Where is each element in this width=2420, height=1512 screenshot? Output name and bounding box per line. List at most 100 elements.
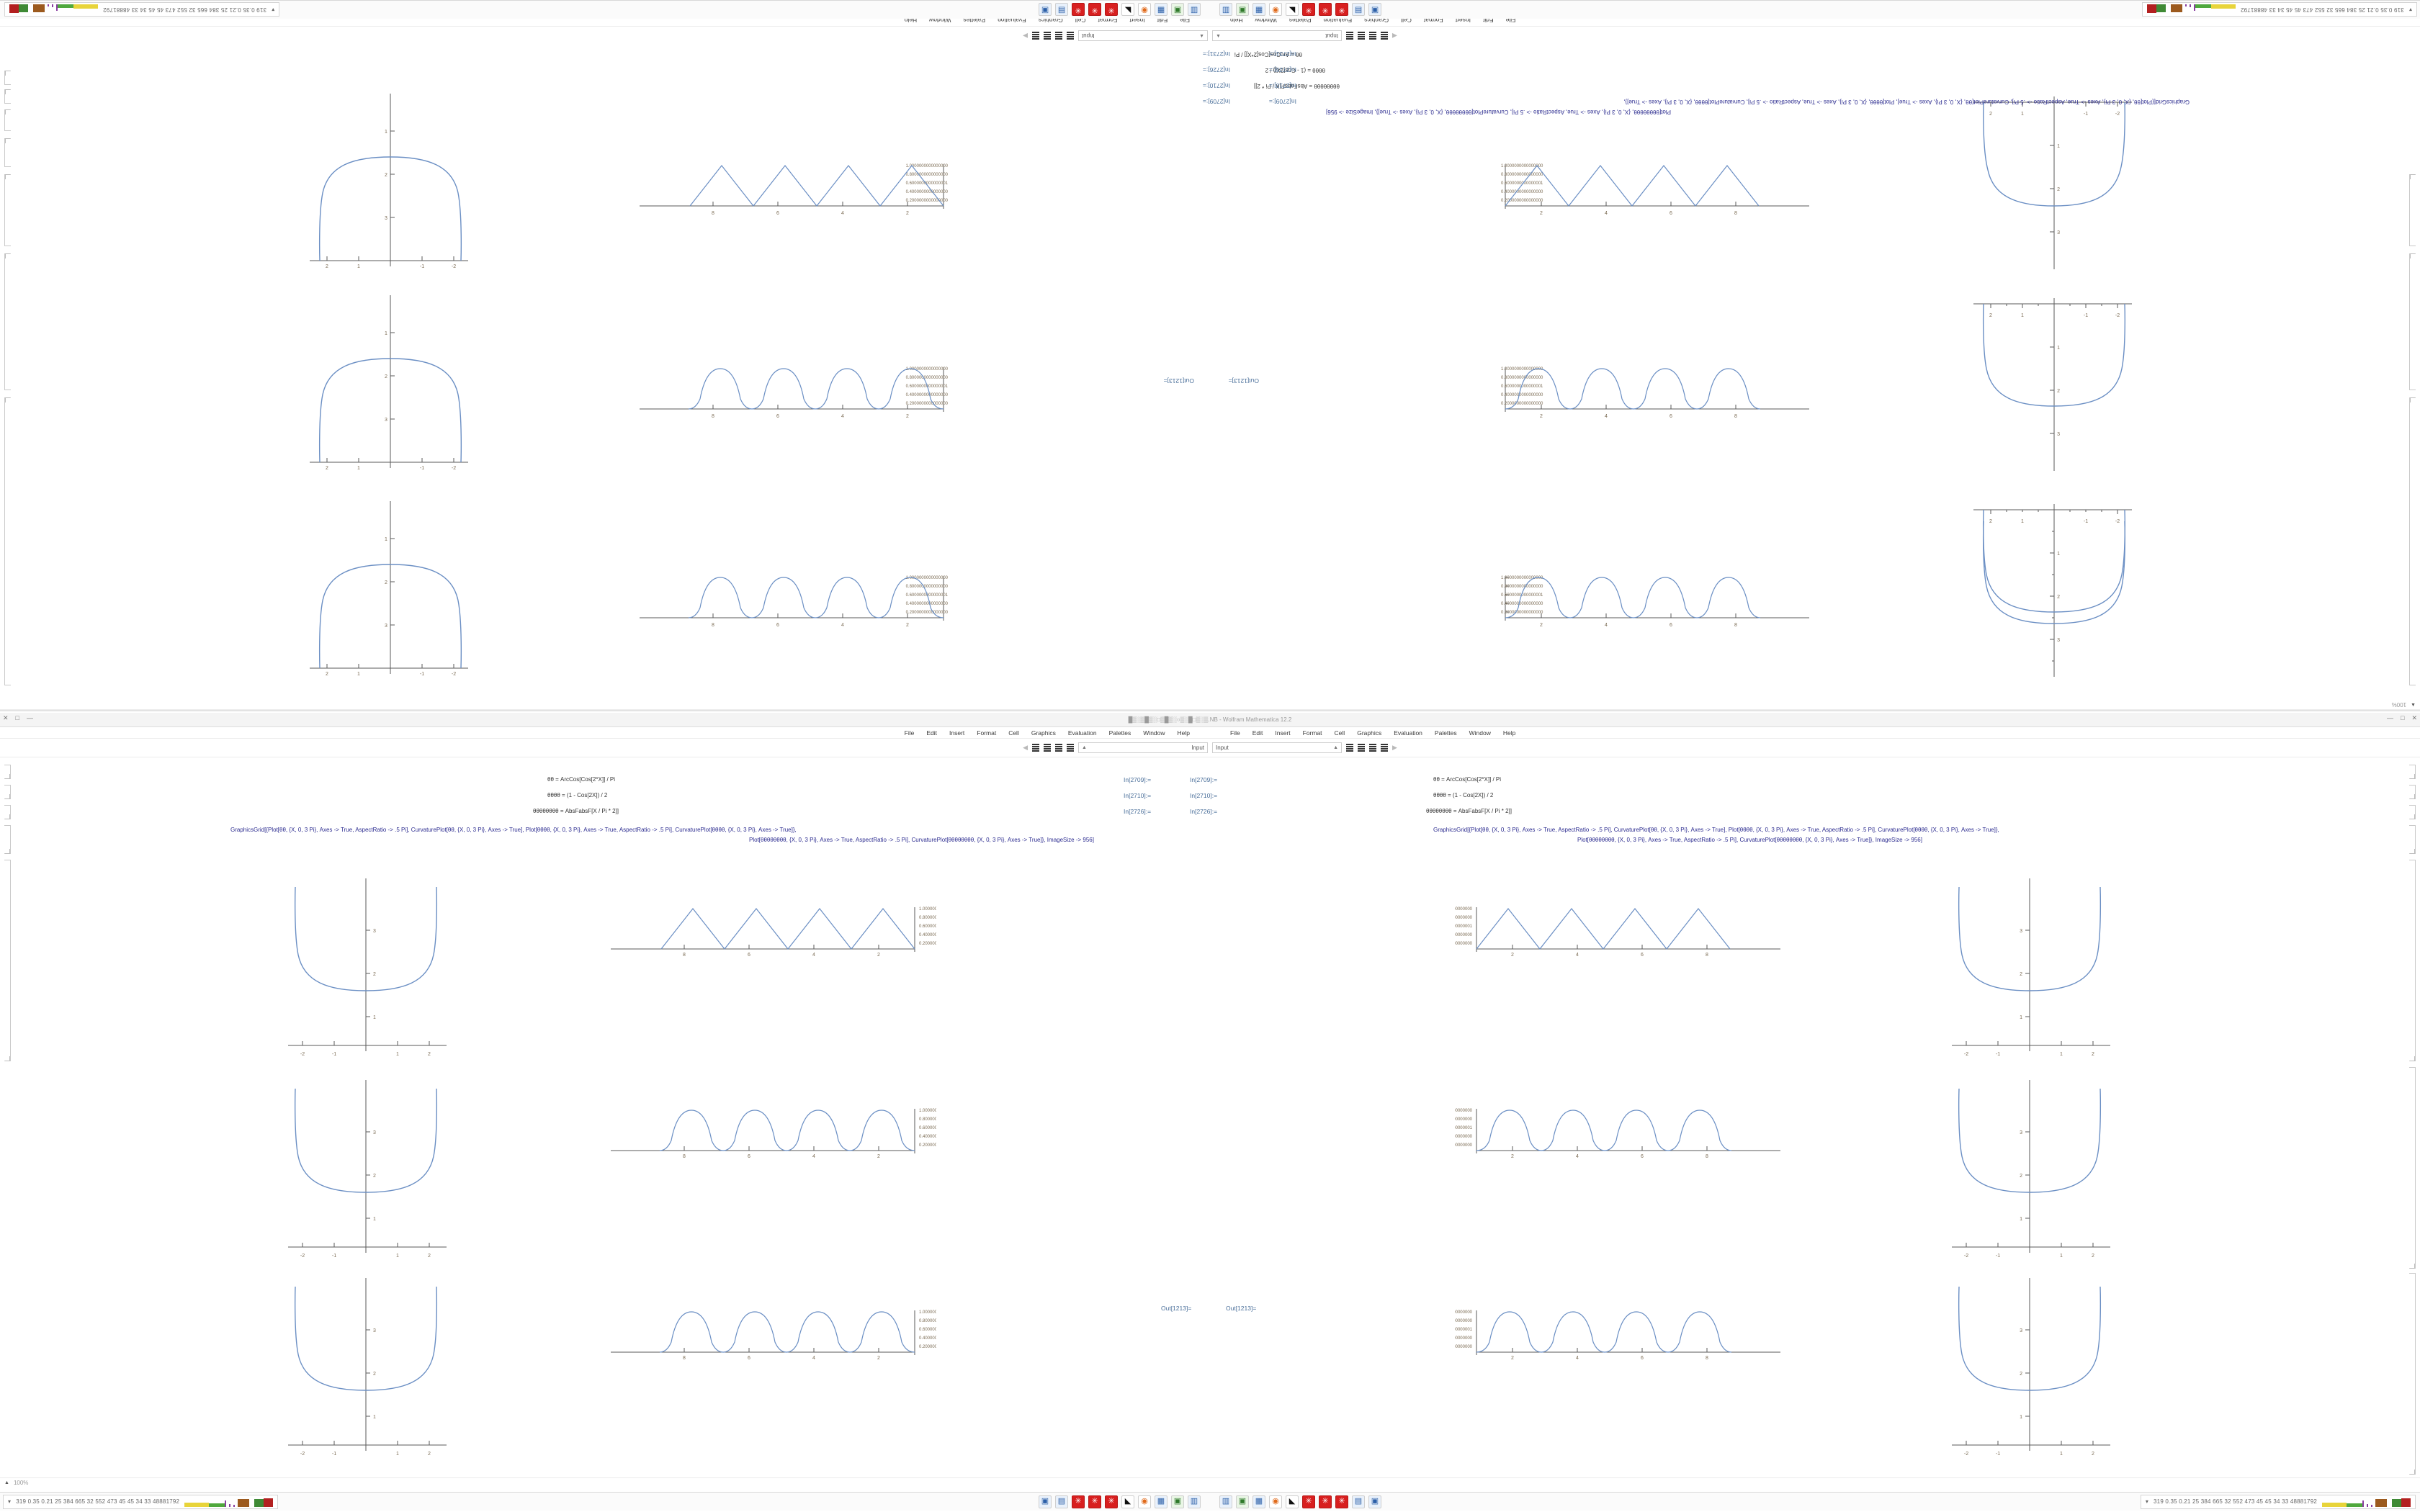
- menu-item-palettes-2[interactable]: Palettes: [963, 19, 986, 24]
- terminal-icon[interactable]: ▣: [1039, 1495, 1052, 1508]
- cell-bracket[interactable]: [4, 109, 11, 131]
- firefox-icon[interactable]: ◉: [1269, 1495, 1282, 1508]
- firefox-icon[interactable]: ◉: [1138, 1495, 1151, 1508]
- taskbar-bottom-app-launcher[interactable]: ▣ ▤ ✳ ✳ ✳ ◣ ◉ ▦ ▣ ▥ ▥ ▣ ▦ ◉ ◣ ✳ ✳ ✳ ▤ ▣: [619, 1495, 1801, 1508]
- menu-item-graphics-2[interactable]: Graphics: [1357, 729, 1382, 737]
- expand-arrow-icon[interactable]: ▶: [1023, 32, 1028, 40]
- menu-item-palettes[interactable]: Palettes: [1108, 729, 1131, 737]
- firefox-icon[interactable]: ◉: [1269, 3, 1282, 17]
- menu-item-insert[interactable]: Insert: [1455, 19, 1471, 24]
- terminal-icon[interactable]: ▣: [1368, 1495, 1381, 1508]
- menu-item-file-2[interactable]: File: [1230, 729, 1240, 737]
- desktop-taskbar-bottom[interactable]: ▾ 319 0.35 0.21 25 384 665 32 552 473 45…: [0, 1492, 2420, 1511]
- menu-item-insert[interactable]: Insert: [949, 729, 965, 737]
- menu-item-help[interactable]: Help: [1177, 729, 1190, 737]
- code-line-sin-b[interactable]: θθθθ = (1 - Cos[2X]) / 2: [547, 792, 608, 798]
- cell-bracket[interactable]: [2409, 825, 2416, 854]
- mathematica-icon[interactable]: ✳: [1105, 3, 1118, 17]
- printer-icon[interactable]: ▥: [1188, 1495, 1201, 1508]
- calculator-icon[interactable]: ▤: [1352, 1495, 1365, 1508]
- expand-chevron-icon[interactable]: ▾: [8, 1498, 12, 1505]
- firefox-icon[interactable]: ◉: [1138, 3, 1151, 17]
- chevron-down-icon[interactable]: ▲: [1199, 33, 1204, 38]
- mathematica-icon[interactable]: ✳: [1105, 1495, 1118, 1508]
- maximize-icon[interactable]: □: [2401, 714, 2405, 721]
- menu-item-evaluation-2[interactable]: Evaluation: [998, 19, 1026, 24]
- zoom-level-b[interactable]: 100%: [13, 1480, 29, 1486]
- menu-item-palettes[interactable]: Palettes: [1289, 19, 1312, 24]
- cell-bracket[interactable]: [4, 397, 11, 685]
- zoom-caret-icon[interactable]: ▲: [2411, 702, 2416, 707]
- cell-bracket[interactable]: [2409, 805, 2416, 819]
- align-justify-icon[interactable]: [1358, 32, 1365, 40]
- minimize-icon[interactable]: —: [2387, 714, 2394, 721]
- menu-item-format-2[interactable]: Format: [1302, 729, 1322, 737]
- menu-item-format-2[interactable]: Format: [1098, 19, 1118, 24]
- mathematica-icon[interactable]: ✳: [1072, 3, 1085, 17]
- mathematica-icon[interactable]: ✳: [1319, 1495, 1332, 1508]
- printer-icon[interactable]: ▥: [1219, 3, 1232, 17]
- menu-item-window-2[interactable]: Window: [929, 19, 951, 24]
- code-line-theta-b2[interactable]: θθ = ArcCos[Cos[2*X]] / Pi: [1433, 776, 1502, 783]
- expand-chevron-icon[interactable]: ▾: [2145, 1498, 2149, 1505]
- calculator-icon[interactable]: ▤: [1352, 3, 1365, 17]
- cell-bracket[interactable]: [4, 71, 11, 85]
- cell-bracket[interactable]: [4, 89, 11, 104]
- mathematica-window-bottom[interactable]: ✕ □ — █▒░▒█▒░□▒█▒░○▒░█□▒░▒.NB - Wolfram …: [0, 713, 2420, 1486]
- cell-bracket-group[interactable]: [4, 52, 17, 685]
- menu-item-cell-2[interactable]: Cell: [1334, 729, 1345, 737]
- cell-bracket[interactable]: [4, 860, 11, 1061]
- code-line-abs-b2[interactable]: θθθθθθθθ = AbsFabsF[X / Pi * 2]]: [1426, 808, 1512, 814]
- menu-item-evaluation[interactable]: Evaluation: [1323, 19, 1353, 24]
- cell-style-selector-b[interactable]: ▲ Input: [1078, 742, 1208, 753]
- align-center-icon[interactable]: [1358, 744, 1365, 752]
- collapse-arrow-icon[interactable]: ◀: [1392, 32, 1397, 40]
- zoom-level[interactable]: 100%: [2391, 701, 2407, 708]
- menu-item-edit-2[interactable]: Edit: [1252, 729, 1263, 737]
- menu-item-file-2[interactable]: File: [1180, 19, 1190, 24]
- cell-bracket[interactable]: [2409, 174, 2416, 246]
- menu-item-format[interactable]: Format: [1423, 19, 1443, 24]
- menu-item-cell[interactable]: Cell: [1008, 729, 1019, 737]
- code-line-plot-2-b[interactable]: Plot[θθθθθθθθ, {X, 0, 3 Pi}, Axes -> Tru…: [749, 837, 1094, 843]
- cell-bracket[interactable]: [2409, 397, 2416, 685]
- terminal-icon[interactable]: ▣: [1368, 3, 1381, 17]
- chevron-down-icon[interactable]: ▲: [1216, 33, 1221, 38]
- texstudio-icon[interactable]: ▣: [1236, 3, 1249, 17]
- code-line-plot-1-b2[interactable]: GraphicsGrid[{Plot[θθ, {X, 0, 3 Pi}, Axe…: [1433, 827, 1999, 833]
- menu-item-evaluation[interactable]: Evaluation: [1067, 729, 1097, 737]
- menu-item-cell-2[interactable]: Cell: [1075, 19, 1086, 24]
- inkscape-icon[interactable]: ◣: [1286, 3, 1299, 17]
- menu-item-help[interactable]: Help: [1230, 19, 1243, 24]
- mathematica-window-top[interactable]: ▲ 100%: [0, 19, 2420, 710]
- mathematica-icon[interactable]: ✳: [1302, 1495, 1315, 1508]
- desktop-taskbar-top[interactable]: ▾ 319 0.35 0.21 25 384 665 32 552 473 45…: [0, 0, 2420, 19]
- zoom-caret-icon[interactable]: ▲: [4, 1480, 9, 1485]
- mathematica-icon[interactable]: ✳: [1088, 1495, 1101, 1508]
- menu-item-help-2[interactable]: Help: [1502, 729, 1516, 737]
- cell-bracket[interactable]: [4, 785, 11, 799]
- cell-bracket-group-b-left[interactable]: [4, 765, 17, 1470]
- menu-item-edit[interactable]: Edit: [1483, 19, 1494, 24]
- cell-bracket-group-left[interactable]: [2403, 52, 2416, 685]
- close-icon[interactable]: ✕: [2411, 714, 2417, 721]
- code-line-abs-b[interactable]: θθθθθθθθ = AbsFabsF[X / Pi * 2]]: [533, 808, 619, 814]
- cell-bracket[interactable]: [4, 174, 11, 246]
- cell-bracket[interactable]: [2409, 253, 2416, 390]
- cell-bracket-group-b[interactable]: [2403, 765, 2416, 1475]
- align-left-icon[interactable]: [1346, 32, 1353, 40]
- align-justify-icon[interactable]: [1381, 744, 1388, 752]
- mathematica-icon[interactable]: ✳: [1088, 3, 1101, 17]
- mathematica-icon[interactable]: ✳: [1072, 1495, 1085, 1508]
- cell-style-selector-b2[interactable]: Input ▲: [1212, 742, 1342, 753]
- code-line-sin-b2[interactable]: θθθθ = (1 - Cos[2X]) / 2: [1433, 792, 1494, 798]
- cell-bracket[interactable]: [4, 253, 11, 390]
- menu-item-insert-2[interactable]: Insert: [1129, 19, 1145, 24]
- menubar-bottom[interactable]: File Edit Insert Format Cell Graphics Ev…: [0, 727, 2420, 739]
- menu-item-graphics-2[interactable]: Graphics: [1038, 19, 1063, 24]
- mathematica-icon[interactable]: ✳: [1335, 3, 1348, 17]
- texstudio-icon[interactable]: ▣: [1171, 1495, 1184, 1508]
- inkscape-icon[interactable]: ◣: [1121, 3, 1134, 17]
- cell-style-selector[interactable]: Input ▲: [1212, 30, 1342, 41]
- cell-bracket[interactable]: [4, 825, 11, 854]
